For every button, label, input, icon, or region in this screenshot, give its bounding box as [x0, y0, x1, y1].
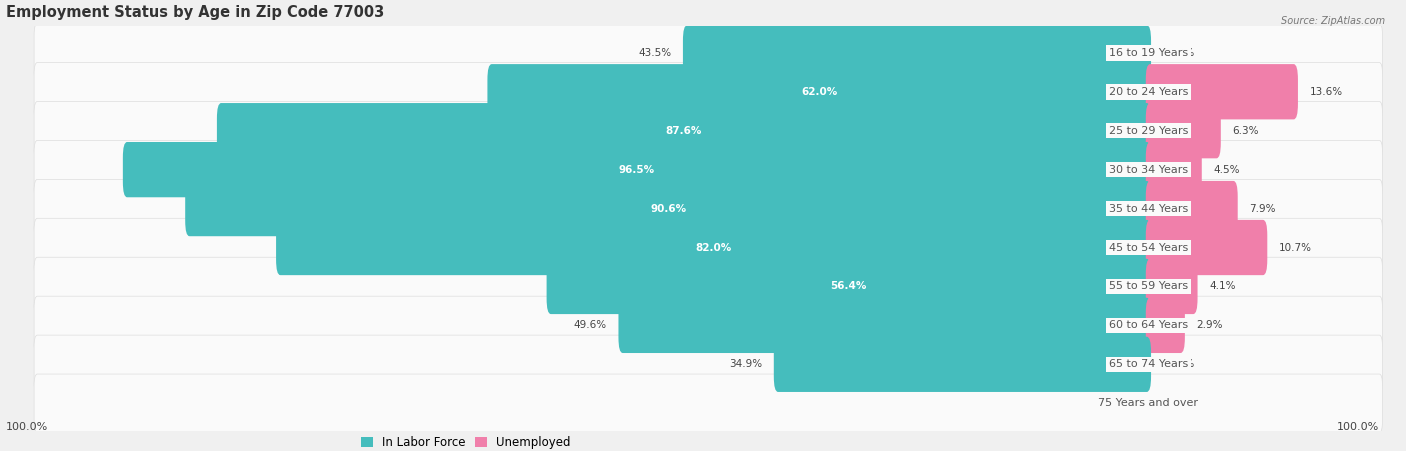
FancyBboxPatch shape — [773, 337, 1152, 392]
FancyBboxPatch shape — [1146, 259, 1198, 314]
FancyBboxPatch shape — [186, 181, 1152, 236]
Text: 7.9%: 7.9% — [1250, 203, 1275, 214]
Text: 100.0%: 100.0% — [1337, 423, 1379, 433]
FancyBboxPatch shape — [34, 296, 1382, 354]
FancyBboxPatch shape — [547, 259, 1152, 314]
FancyBboxPatch shape — [34, 140, 1382, 199]
Text: 56.4%: 56.4% — [831, 281, 868, 291]
Text: Source: ZipAtlas.com: Source: ZipAtlas.com — [1281, 16, 1385, 26]
Text: 35 to 44 Years: 35 to 44 Years — [1109, 203, 1188, 214]
FancyBboxPatch shape — [34, 335, 1382, 394]
Text: 4.1%: 4.1% — [1209, 281, 1236, 291]
Text: 90.6%: 90.6% — [650, 203, 686, 214]
Text: 96.5%: 96.5% — [619, 165, 655, 175]
Text: 13.6%: 13.6% — [1309, 87, 1343, 97]
FancyBboxPatch shape — [34, 257, 1382, 316]
Text: 65 to 74 Years: 65 to 74 Years — [1109, 359, 1188, 369]
Legend: In Labor Force, Unemployed: In Labor Force, Unemployed — [361, 436, 571, 449]
Text: 0.0%: 0.0% — [1105, 398, 1130, 408]
Text: 30 to 34 Years: 30 to 34 Years — [1109, 165, 1188, 175]
Text: 34.9%: 34.9% — [730, 359, 762, 369]
FancyBboxPatch shape — [34, 179, 1382, 238]
FancyBboxPatch shape — [217, 103, 1152, 158]
FancyBboxPatch shape — [1146, 298, 1185, 353]
Text: 6.3%: 6.3% — [1233, 126, 1258, 136]
Text: 100.0%: 100.0% — [6, 423, 48, 433]
FancyBboxPatch shape — [34, 63, 1382, 121]
FancyBboxPatch shape — [34, 374, 1382, 433]
Text: 16 to 19 Years: 16 to 19 Years — [1109, 48, 1188, 58]
FancyBboxPatch shape — [34, 218, 1382, 277]
Text: 0.0%: 0.0% — [1168, 48, 1194, 58]
FancyBboxPatch shape — [1146, 181, 1237, 236]
FancyBboxPatch shape — [1146, 103, 1220, 158]
Text: 0.0%: 0.0% — [1168, 398, 1194, 408]
Text: 55 to 59 Years: 55 to 59 Years — [1109, 281, 1188, 291]
FancyBboxPatch shape — [683, 25, 1152, 80]
FancyBboxPatch shape — [619, 298, 1152, 353]
FancyBboxPatch shape — [1146, 142, 1202, 197]
Text: Employment Status by Age in Zip Code 77003: Employment Status by Age in Zip Code 770… — [6, 5, 384, 20]
Text: 82.0%: 82.0% — [696, 243, 731, 253]
FancyBboxPatch shape — [34, 23, 1382, 82]
Text: 10.7%: 10.7% — [1279, 243, 1312, 253]
FancyBboxPatch shape — [122, 142, 1152, 197]
FancyBboxPatch shape — [488, 64, 1152, 120]
Text: 43.5%: 43.5% — [638, 48, 671, 58]
Text: 0.0%: 0.0% — [1168, 359, 1194, 369]
Text: 49.6%: 49.6% — [574, 320, 607, 331]
Text: 60 to 64 Years: 60 to 64 Years — [1109, 320, 1188, 331]
Text: 4.5%: 4.5% — [1213, 165, 1240, 175]
Text: 45 to 54 Years: 45 to 54 Years — [1109, 243, 1188, 253]
FancyBboxPatch shape — [1146, 220, 1267, 275]
Text: 2.9%: 2.9% — [1197, 320, 1223, 331]
FancyBboxPatch shape — [1146, 64, 1298, 120]
Text: 25 to 29 Years: 25 to 29 Years — [1109, 126, 1188, 136]
FancyBboxPatch shape — [34, 101, 1382, 160]
FancyBboxPatch shape — [276, 220, 1152, 275]
Text: 62.0%: 62.0% — [801, 87, 838, 97]
Text: 75 Years and over: 75 Years and over — [1098, 398, 1198, 408]
Text: 20 to 24 Years: 20 to 24 Years — [1109, 87, 1188, 97]
Text: 87.6%: 87.6% — [666, 126, 702, 136]
